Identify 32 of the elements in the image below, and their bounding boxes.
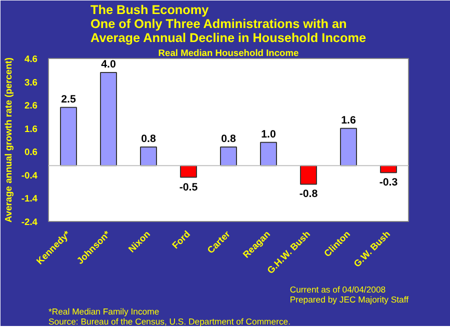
y-tick-label: 2.6 xyxy=(24,100,38,111)
bar xyxy=(220,146,237,166)
bar xyxy=(180,165,197,178)
data-label: 4.0 xyxy=(101,58,116,70)
y-tick-label: -2.4 xyxy=(21,217,38,227)
y-tick-label: 3.6 xyxy=(24,77,38,88)
text: Current as of 04/04/2008 xyxy=(290,284,386,294)
data-label: 0.8 xyxy=(141,132,156,145)
chart-subtitle: Real Median Household Income xyxy=(158,48,299,58)
data-label: -0.5 xyxy=(179,181,198,194)
data-label: -0.3 xyxy=(379,176,398,189)
data-label: 0.8 xyxy=(221,132,236,145)
bar xyxy=(300,165,317,185)
chart-title: The Bush Economy One of Only Three Administrations with an Average Annual Decline in Household Income xyxy=(90,3,366,45)
bar xyxy=(140,146,157,166)
y-tick-label: -1.4 xyxy=(21,194,38,204)
bar xyxy=(260,142,277,166)
text: Prepared by JEC Majority Staff xyxy=(290,294,410,304)
source-note: Source: Bureau of the Census, U.S. Department of Commerce. xyxy=(48,316,291,326)
data-label: 1.6 xyxy=(341,114,356,126)
y-tick-label: 0.6 xyxy=(24,147,38,158)
data-label: -0.8 xyxy=(299,188,318,200)
data-label: 1.0 xyxy=(261,128,276,140)
data-label: 2.5 xyxy=(61,93,76,106)
y-axis-title: Average annual growth rate (percent) xyxy=(3,57,14,223)
y-tick-label: 4.6 xyxy=(24,54,38,64)
bar xyxy=(340,128,357,166)
bar xyxy=(100,72,117,166)
bar xyxy=(60,106,77,166)
y-tick-label: -0.4 xyxy=(21,170,38,180)
text: *Real Median Family Income xyxy=(48,306,160,316)
y-tick-label: 1.6 xyxy=(24,124,38,134)
